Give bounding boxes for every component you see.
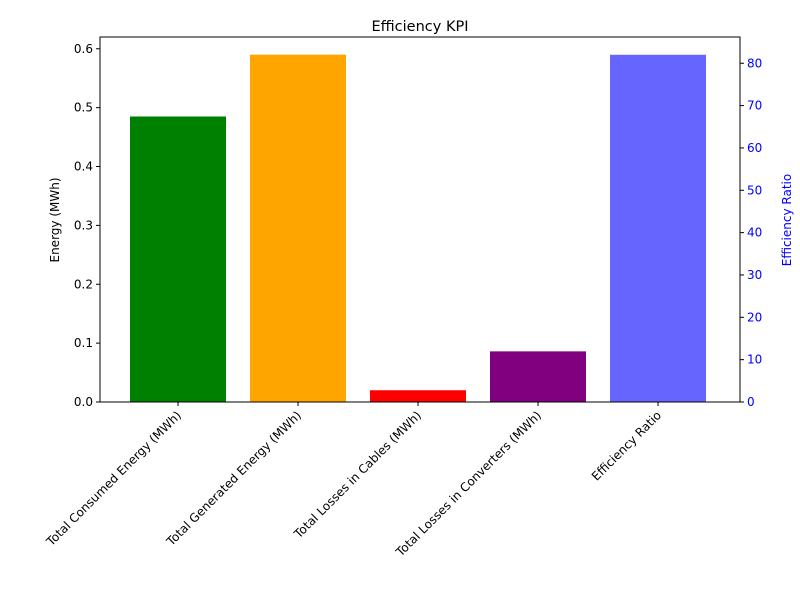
left-y-axis: 0.0 0.1 0.2 0.3 0.4 0.5 0.6 (74, 42, 100, 409)
y-tick-label-3: 0.3 (74, 218, 93, 232)
bar-2 (370, 390, 466, 402)
x-tick-label-4: Efficiency Ratio (589, 408, 664, 483)
x-tick-label-1: Total Generated Energy (MWh) (163, 408, 304, 549)
y2-tick-label-7: 70 (747, 99, 762, 113)
y2-tick-label-2: 20 (747, 310, 762, 324)
bar-0 (130, 116, 226, 403)
y2-tick-label-1: 10 (747, 353, 762, 367)
y2-tick-label-8: 80 (747, 56, 762, 70)
y-tick-label-4: 0.4 (74, 160, 93, 174)
plot-frame (99, 36, 741, 403)
y-tick-label-1: 0.1 (74, 336, 93, 350)
chart-title: Efficiency KPI (372, 19, 469, 35)
y2-tick-label-5: 50 (747, 183, 762, 197)
bar-1 (250, 54, 346, 403)
x-tick-label-0: Total Consumed Energy (MWh) (43, 408, 184, 549)
y-tick-label-6: 0.6 (74, 42, 93, 56)
y2-tick-label-3: 30 (747, 268, 762, 282)
y-tick-label-0: 0.0 (74, 395, 93, 409)
y-tick-label-5: 0.5 (74, 101, 93, 115)
bar-3 (490, 351, 586, 402)
bar-4 (610, 54, 706, 403)
y-tick-label-2: 0.2 (74, 277, 93, 291)
y2-tick-label-0: 0 (747, 395, 755, 409)
x-axis: Total Consumed Energy (MWh)Total Generat… (43, 402, 664, 560)
y2-tick-label-6: 60 (747, 141, 762, 155)
y-axis-label: Energy (MWh) (48, 177, 62, 262)
right-y-axis: 0 10 20 30 40 50 60 70 80 (740, 56, 762, 409)
y2-axis-label: Efficiency Ratio (780, 174, 794, 266)
x-tick-label-2: Total Losses in Cables (MWh) (291, 408, 424, 541)
bars-group (130, 54, 706, 403)
y2-tick-label-4: 40 (747, 226, 762, 240)
x-tick-label-3: Total Losses in Converters (MWh) (393, 408, 545, 560)
